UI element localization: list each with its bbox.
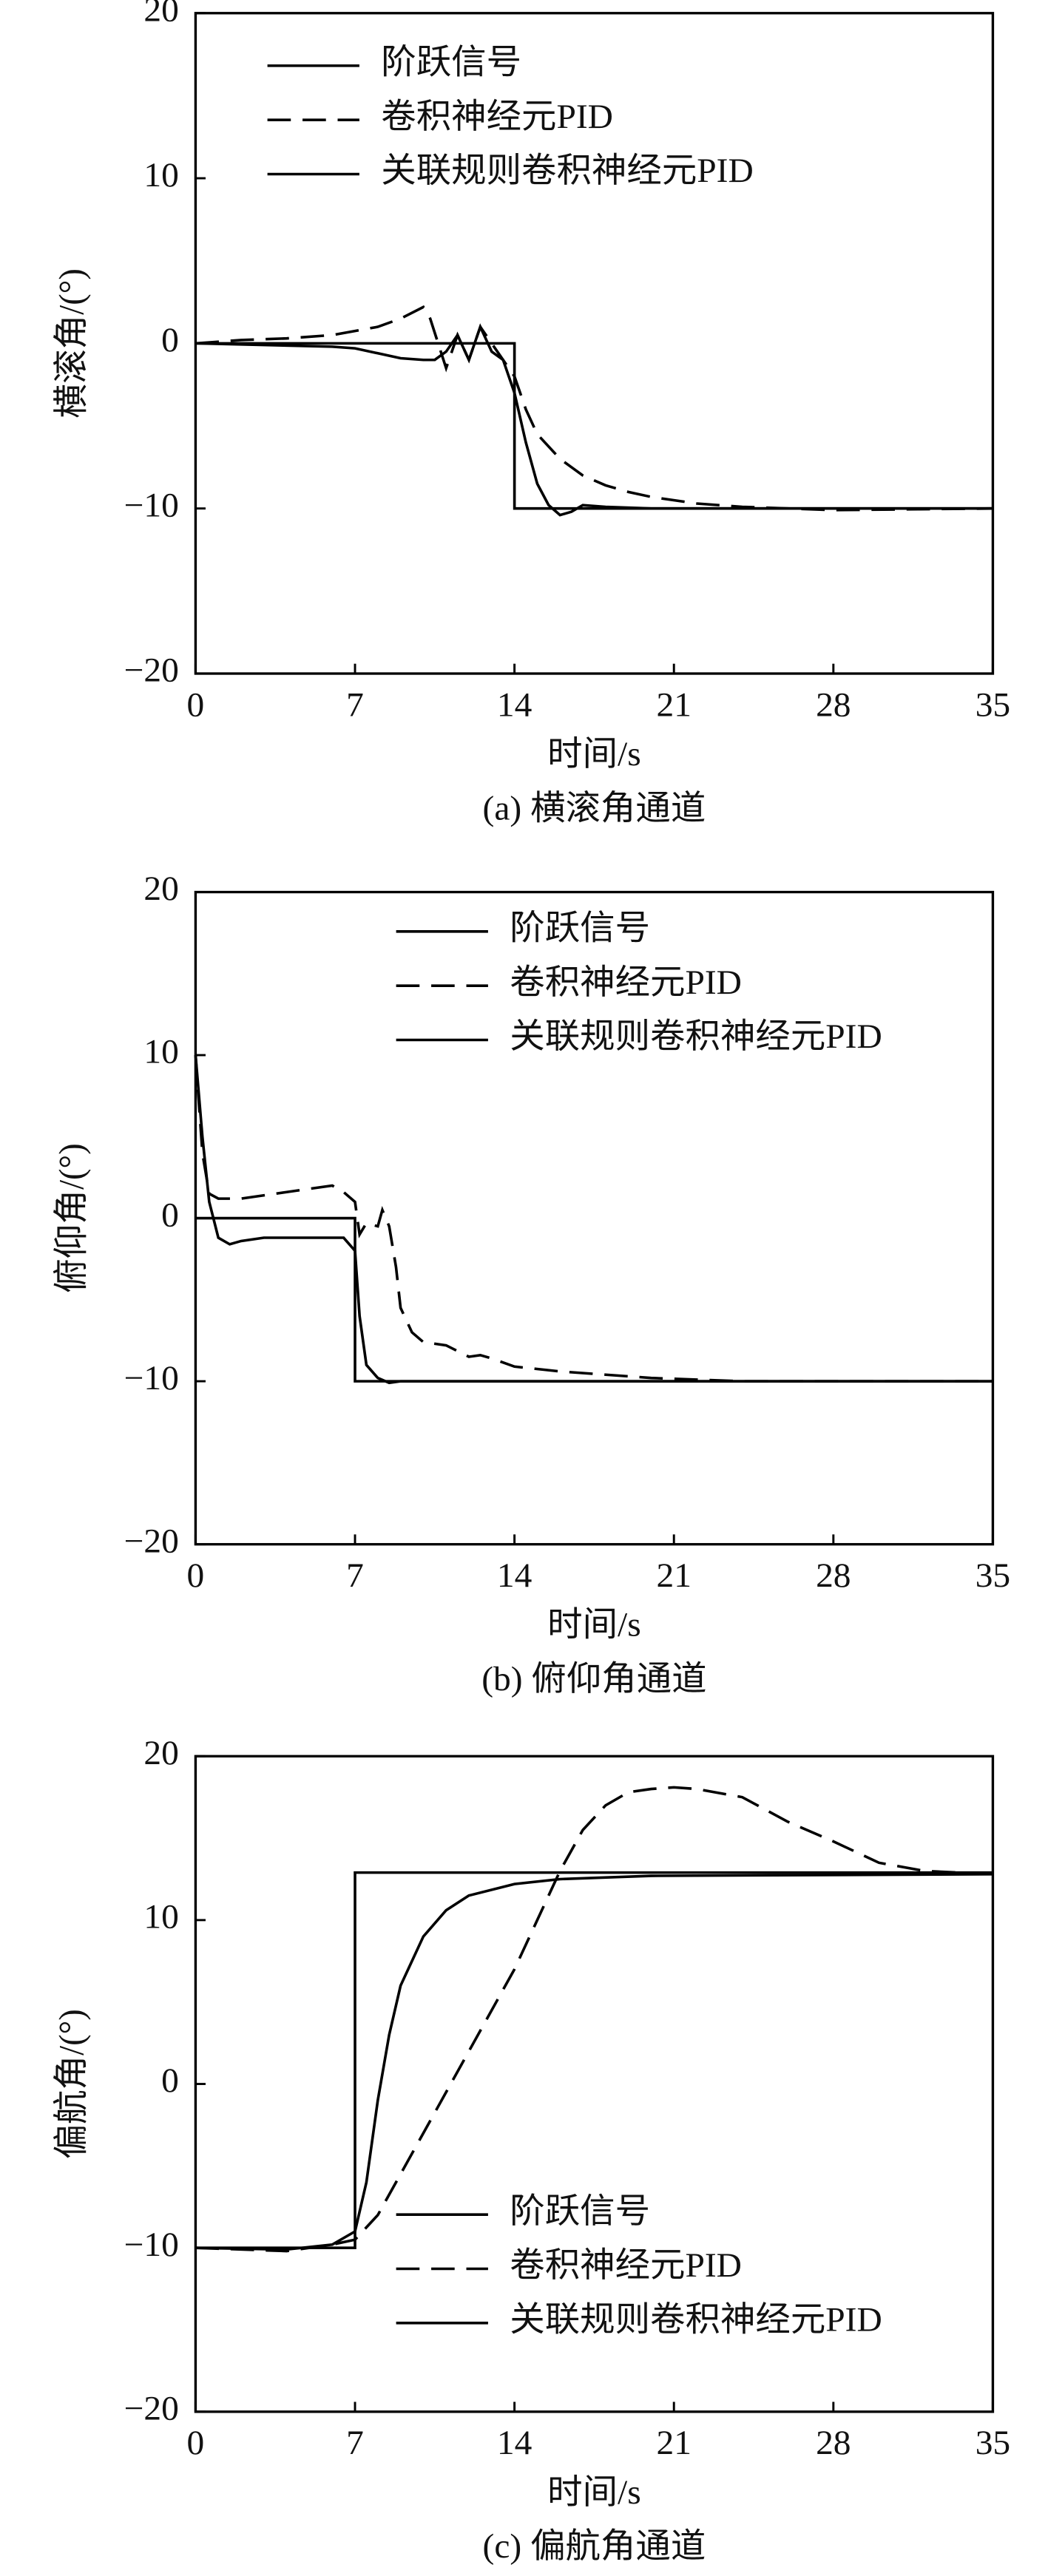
y-tick-label: 0 xyxy=(161,1196,179,1235)
y-tick-label: 10 xyxy=(143,1898,178,1936)
x-tick-label: 0 xyxy=(187,2424,205,2463)
x-tick-label: 35 xyxy=(976,2424,1010,2463)
y-tick-label: 0 xyxy=(161,321,179,359)
legend-label: 卷积神经元PID xyxy=(381,98,613,136)
y-tick-label: 20 xyxy=(143,870,178,909)
y-tick-label: −10 xyxy=(124,1359,179,1397)
y-tick-label: −20 xyxy=(124,2390,179,2428)
legend-label: 关联规则卷积神经元PID xyxy=(510,2301,882,2339)
legend-label: 阶跃信号 xyxy=(510,2192,650,2231)
y-tick-label: −10 xyxy=(124,2226,179,2264)
x-tick-label: 35 xyxy=(976,686,1010,725)
x-tick-label: 14 xyxy=(497,2424,532,2463)
y-axis-label: 偏航角/(°) xyxy=(53,2009,91,2159)
x-tick-label: 7 xyxy=(346,686,364,725)
x-axis-label: 时间/s xyxy=(547,1606,641,1644)
legend-label: 关联规则卷积神经元PID xyxy=(510,1018,882,1057)
y-tick-label: −10 xyxy=(124,487,179,525)
x-tick-label: 21 xyxy=(656,1556,691,1595)
y-axis-label: 横滚角/(°) xyxy=(53,268,91,418)
y-tick-label: −20 xyxy=(124,1522,179,1561)
caption: (a) 横滚角通道 xyxy=(483,790,706,828)
series-line xyxy=(194,1054,993,1385)
series-line xyxy=(194,1054,993,1383)
y-tick-label: −20 xyxy=(124,651,179,690)
x-tick-label: 0 xyxy=(187,1556,205,1595)
legend-label: 卷积神经元PID xyxy=(510,963,742,1002)
series-line xyxy=(195,323,993,517)
x-tick-label: 28 xyxy=(816,1556,851,1595)
series-line xyxy=(195,1873,993,2251)
caption: (c) 偏航角通道 xyxy=(483,2528,706,2566)
x-tick-label: 21 xyxy=(656,686,691,725)
legend-label: 阶跃信号 xyxy=(510,909,650,948)
x-tick-label: 28 xyxy=(816,2424,851,2463)
series-line xyxy=(195,342,993,510)
series-line xyxy=(195,1786,993,2253)
x-tick-label: 14 xyxy=(497,1556,532,1595)
x-tick-label: 28 xyxy=(816,686,851,725)
legend-label: 关联规则卷积神经元PID xyxy=(381,152,753,191)
x-tick-label: 0 xyxy=(187,686,205,725)
series-line xyxy=(195,1216,993,1383)
y-tick-label: 10 xyxy=(143,1033,178,1071)
x-tick-label: 21 xyxy=(656,2424,691,2463)
x-tick-label: 7 xyxy=(346,1556,364,1595)
x-axis-label: 时间/s xyxy=(547,2473,641,2512)
y-tick-label: 20 xyxy=(143,0,178,29)
legend-label: 卷积神经元PID xyxy=(510,2247,742,2285)
x-tick-label: 14 xyxy=(497,686,532,725)
y-axis-label: 俯仰角/(°) xyxy=(53,1143,91,1293)
x-tick-label: 7 xyxy=(346,2424,364,2463)
x-tick-label: 35 xyxy=(976,1556,1010,1595)
legend-label: 阶跃信号 xyxy=(381,44,521,82)
series-line xyxy=(195,1871,993,2249)
y-tick-label: 0 xyxy=(161,2062,179,2101)
x-axis-label: 时间/s xyxy=(547,735,641,773)
y-tick-label: 20 xyxy=(143,1734,178,1772)
series-line xyxy=(195,305,993,512)
y-tick-label: 10 xyxy=(143,156,178,194)
caption: (b) 俯仰角通道 xyxy=(481,1660,706,1698)
